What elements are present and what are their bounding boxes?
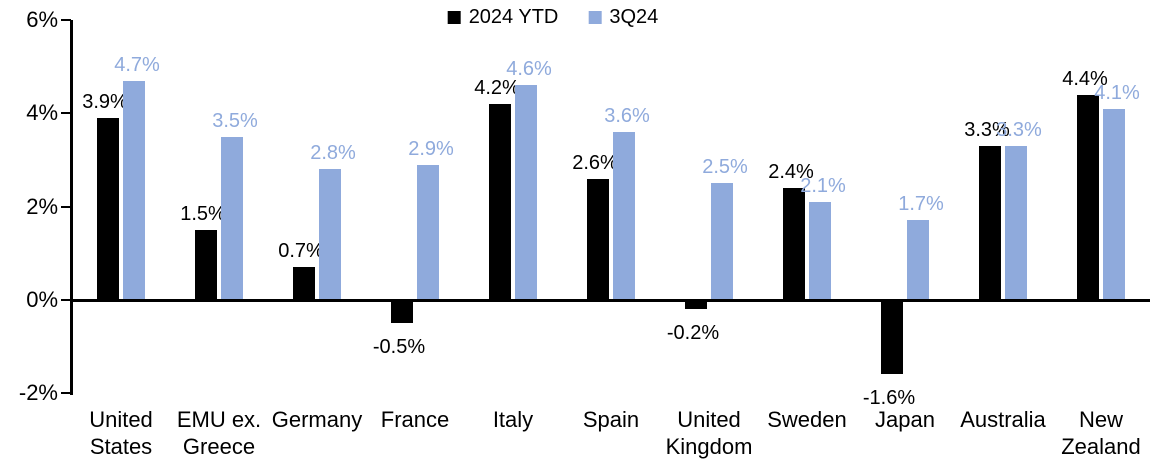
value-label-3q24-japan: 1.7%: [898, 193, 944, 216]
legend-label-2024-ytd: 2024 YTD: [468, 6, 559, 28]
value-label-3q24-emu-ex-greece: 3.5%: [212, 109, 258, 132]
value-label-3q24-italy: 4.6%: [506, 58, 552, 81]
y-tick-label: 4%: [26, 100, 58, 126]
x-category-label-australia: Australia: [960, 407, 1046, 432]
bar-3q24-france: [417, 164, 439, 300]
bar-2024-ytd-france: [391, 299, 413, 324]
value-label-3q24-germany: 2.8%: [310, 142, 356, 165]
bar-3q24-japan: [907, 220, 929, 300]
y-tick-label: -2%: [18, 380, 58, 405]
bar-3q24-italy: [515, 85, 537, 300]
bar-2024-ytd-australia: [979, 145, 1001, 300]
x-category-label-spain: Spain: [582, 407, 640, 432]
bar-2024-ytd-spain: [587, 178, 609, 300]
y-tick-label: 2%: [26, 193, 58, 219]
value-label-3q24-australia: 3.3%: [996, 118, 1042, 141]
value-label-2024-ytd-italy: 4.2%: [474, 76, 520, 99]
value-label-3q24-france: 2.9%: [408, 137, 454, 160]
value-label-2024-ytd-sweden: 2.4%: [768, 160, 814, 183]
x-category-label-sweden: Sweden: [767, 407, 847, 432]
legend-item-3q24: 3Q24: [588, 5, 658, 29]
y-axis-tick: [61, 19, 71, 21]
bar-2024-ytd-italy: [489, 103, 511, 300]
value-label-2024-ytd-france: -0.5%: [372, 336, 426, 359]
y-axis-tick: [61, 112, 71, 115]
bar-3q24-new-zealand: [1103, 108, 1125, 300]
y-axis-line: [70, 20, 73, 395]
bar-2024-ytd-emu-ex-greece: [195, 229, 217, 300]
y-axis-tick: [61, 392, 71, 394]
value-label-2024-ytd-united-states: 3.9%: [82, 90, 128, 113]
value-label-2024-ytd-united-kingdom: -0.2%: [666, 322, 720, 345]
value-label-3q24-sweden: 2.1%: [800, 174, 846, 197]
y-axis-tick: [61, 298, 71, 301]
bar-2024-ytd-germany: [293, 267, 315, 300]
x-category-label-united-kingdom: United Kingdom: [665, 407, 753, 459]
bar-3q24-australia: [1005, 145, 1027, 300]
value-label-3q24-spain: 3.6%: [604, 104, 650, 127]
bar-3q24-united-kingdom: [711, 183, 733, 300]
value-label-2024-ytd-emu-ex-greece: 1.5%: [180, 202, 226, 225]
legend-item-2024-ytd: 2024 YTD: [447, 5, 559, 29]
bar-2024-ytd-sweden: [783, 187, 805, 300]
x-category-label-italy: Italy: [492, 407, 534, 432]
value-label-3q24-united-kingdom: 2.5%: [702, 156, 748, 179]
bar-3q24-spain: [613, 131, 635, 300]
legend-label-3q24: 3Q24: [609, 6, 659, 28]
value-label-3q24-new-zealand: 4.1%: [1094, 81, 1140, 104]
bar-2024-ytd-new-zealand: [1077, 94, 1099, 300]
bar-3q24-emu-ex-greece: [221, 136, 243, 300]
x-category-label-emu-ex-greece: EMU ex. Greece: [176, 407, 262, 459]
x-category-label-new-zealand: New Zealand: [1061, 407, 1141, 459]
value-label-2024-ytd-australia: 3.3%: [964, 118, 1010, 141]
x-category-label-france: France: [380, 407, 450, 432]
y-tick-label: 0%: [26, 286, 58, 312]
value-label-3q24-united-states: 4.7%: [114, 53, 160, 76]
bar-3q24-sweden: [809, 201, 831, 300]
bar-3q24-germany: [319, 169, 341, 300]
bar-2024-ytd-japan: [881, 299, 903, 375]
bar-2024-ytd-united-kingdom: [685, 299, 707, 310]
x-category-label-japan: Japan: [875, 407, 935, 432]
bar-2024-ytd-united-states: [97, 117, 119, 300]
value-label-2024-ytd-japan: -1.6%: [862, 387, 916, 410]
legend-swatch-3q24-icon: [588, 10, 602, 24]
value-label-2024-ytd-germany: 0.7%: [278, 240, 324, 263]
x-category-label-germany: Germany: [271, 407, 363, 432]
y-tick-label: 6%: [26, 7, 58, 32]
legend-swatch-2024-ytd-icon: [447, 10, 461, 24]
value-label-2024-ytd-new-zealand: 4.4%: [1062, 67, 1108, 90]
legend: 2024 YTD 3Q24: [447, 5, 658, 29]
x-category-label-united-states: United States: [89, 407, 153, 459]
x-axis-baseline: [70, 298, 1150, 302]
value-label-2024-ytd-spain: 2.6%: [572, 151, 618, 174]
bar-3q24-united-states: [123, 80, 145, 300]
y-axis-tick: [61, 205, 71, 208]
